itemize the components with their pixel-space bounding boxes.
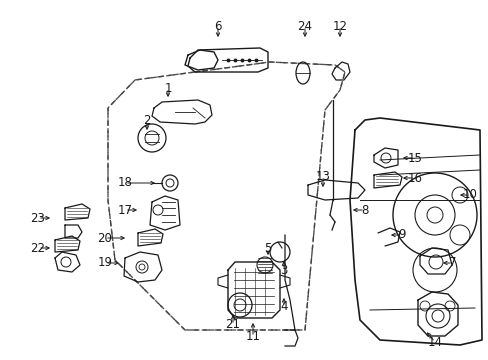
Text: 8: 8: [361, 203, 368, 216]
Text: 11: 11: [245, 330, 260, 343]
Text: 7: 7: [448, 256, 456, 270]
Text: 22: 22: [30, 242, 45, 255]
Text: 2: 2: [143, 114, 150, 127]
Text: 6: 6: [214, 19, 221, 32]
Text: 13: 13: [315, 170, 330, 183]
Text: 21: 21: [225, 319, 240, 332]
Text: 18: 18: [117, 176, 132, 189]
Text: 1: 1: [164, 81, 171, 94]
Text: 3: 3: [280, 264, 287, 276]
Text: 5: 5: [264, 242, 271, 255]
Text: 15: 15: [407, 152, 422, 165]
Text: 12: 12: [332, 19, 347, 32]
Text: 16: 16: [407, 171, 422, 184]
Text: 23: 23: [30, 211, 45, 225]
Text: 17: 17: [117, 203, 132, 216]
Text: 10: 10: [462, 189, 476, 202]
Text: 4: 4: [280, 301, 287, 314]
Text: 24: 24: [297, 19, 312, 32]
Text: 14: 14: [427, 336, 442, 348]
Text: 20: 20: [98, 231, 112, 244]
Text: 9: 9: [397, 229, 405, 242]
Text: 19: 19: [97, 256, 112, 270]
